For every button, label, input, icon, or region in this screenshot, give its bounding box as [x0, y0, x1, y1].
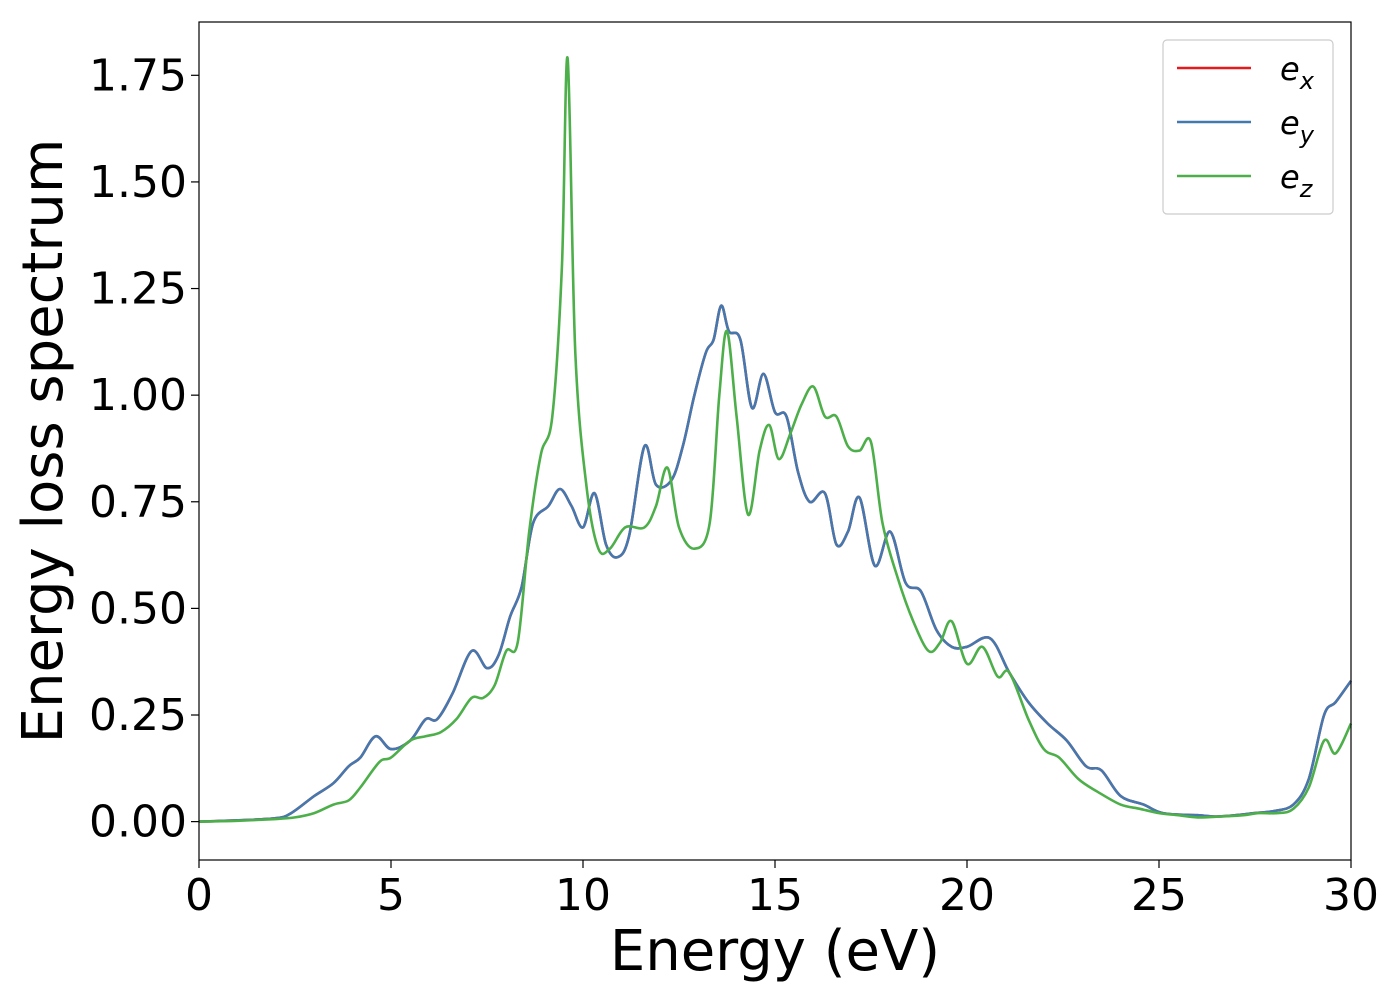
- x-tick-label: 15: [747, 870, 803, 921]
- x-tick-label: 10: [555, 870, 611, 921]
- x-axis-title: Energy (eV): [610, 919, 940, 984]
- series-line-ey: [198, 304, 1353, 823]
- legend-label-ey: ey: [1280, 104, 1315, 149]
- legend: ex ey ez: [1162, 39, 1334, 215]
- y-tick-label: 0.00: [89, 797, 187, 848]
- x-tick-label: 0: [185, 870, 213, 921]
- series-line-ez: [198, 56, 1353, 823]
- legend-frame: [1162, 39, 1334, 215]
- x-tick-label: 25: [1131, 870, 1187, 921]
- x-tick-label: 30: [1323, 870, 1379, 921]
- legend-label-ex: ex: [1280, 50, 1315, 95]
- series-layer: [198, 56, 1353, 823]
- x-axis: 0 5 10 15 20 25 30: [185, 860, 1379, 921]
- y-tick-label: 0.75: [89, 477, 187, 528]
- y-tick-label: 1.50: [89, 157, 187, 208]
- legend-label-ez: ez: [1280, 158, 1314, 203]
- y-axis-title: Energy loss spectrum: [11, 139, 76, 744]
- x-tick-label: 20: [939, 870, 995, 921]
- y-tick-label: 0.25: [89, 690, 187, 741]
- y-tick-label: 0.50: [89, 583, 187, 634]
- x-tick-label: 5: [377, 870, 405, 921]
- y-tick-label: 1.25: [89, 264, 187, 315]
- y-tick-label: 1.00: [89, 370, 187, 421]
- y-axis: 0.00 0.25 0.50 0.75 1.00 1.25 1.50 1.75: [89, 50, 199, 848]
- y-tick-label: 1.75: [89, 50, 187, 101]
